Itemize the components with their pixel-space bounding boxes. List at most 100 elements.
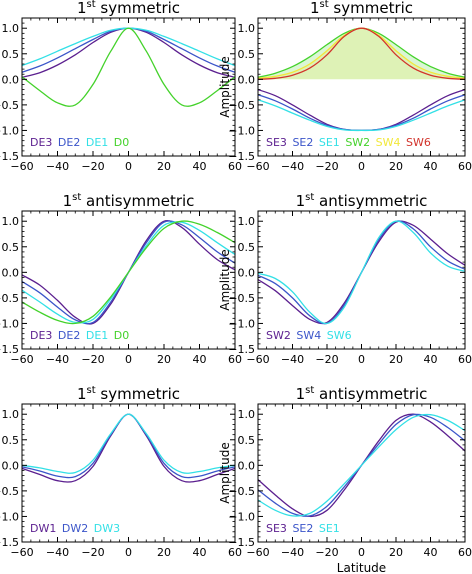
x-tick-label: 20 — [389, 353, 403, 366]
legend-entry-dw3: DW3 — [88, 522, 120, 535]
series-line-sw6 — [257, 27, 466, 80]
y-tick-label: −1.5 — [228, 536, 255, 549]
x-tick-label: 0 — [358, 353, 365, 366]
x-tick-label: 40 — [424, 160, 438, 173]
x-tick-label: −40 — [46, 353, 69, 366]
y-tick-label: 0.5 — [2, 48, 20, 61]
legend-entry-sw2: SW2 — [266, 329, 291, 342]
legend-entry-se3: SE3 — [266, 522, 287, 535]
y-tick-label: −0.5 — [0, 292, 19, 305]
legend-entry-de2: DE2 — [52, 136, 80, 149]
x-tick-label: 60 — [458, 546, 472, 559]
y-tick-label: −1.5 — [0, 536, 19, 549]
y-tick-label: −0.5 — [228, 99, 255, 112]
series-fill-sw2 — [258, 28, 465, 80]
y-tick-label: −1.5 — [228, 343, 255, 356]
series-fill-sw4 — [258, 28, 465, 80]
x-tick-label: 40 — [193, 160, 207, 173]
y-tick-label: 0.5 — [238, 48, 256, 61]
legend: SE3 SE2 SE1 — [266, 522, 340, 535]
x-tick-label: 0 — [125, 546, 132, 559]
x-tick-label: 0 — [358, 160, 365, 173]
legend: DE3 DE2 DE1 D0 — [30, 329, 129, 342]
y-tick-label: 1.0 — [238, 22, 256, 35]
x-tick-label: −40 — [46, 160, 69, 173]
panel-title: 1st antisymmetric — [296, 192, 428, 210]
y-tick-label: 1.0 — [2, 408, 20, 421]
y-tick-label: 1.0 — [238, 408, 256, 421]
legend-entry-se1: SE1 — [313, 136, 339, 149]
x-tick-label: −40 — [281, 546, 304, 559]
chart-panel-2: −60 −40 −20 0 20 40 60−1.5−1.0−0.50.00.51.0Amp… — [218, 0, 472, 173]
y-tick-label: 0.5 — [2, 241, 20, 254]
x-tick-label: −60 — [246, 353, 269, 366]
y-axis-label: Amplitude — [218, 442, 232, 504]
y-tick-label: −1.0 — [228, 317, 255, 330]
x-tick-label: 40 — [424, 546, 438, 559]
x-tick-label: −60 — [246, 160, 269, 173]
legend: DE3 DE2 DE1 D0 — [30, 136, 129, 149]
legend-entry-se3: SE3 — [266, 136, 287, 149]
series-line-de2 — [21, 27, 236, 73]
y-tick-label: −1.0 — [228, 510, 255, 523]
y-tick-label: 0.5 — [238, 241, 256, 254]
x-tick-label: 0 — [125, 160, 132, 173]
y-tick-label: 1.0 — [2, 215, 20, 228]
x-tick-label: −60 — [10, 160, 33, 173]
y-tick-label: 0.0 — [2, 266, 20, 279]
chart-panel-3: −60 −40 −20 0 20 40 60 −1.5 −1.0 −0.5 0.0 0.5 1.0 Amp… — [0, 192, 242, 366]
x-tick-label: 60 — [458, 353, 472, 366]
x-tick-label: 40 — [424, 353, 438, 366]
legend-entry-d0: D0 — [108, 329, 129, 342]
legend-entry-de3: DE3 — [30, 329, 52, 342]
y-tick-label: −1.5 — [0, 150, 19, 163]
legend-entry-sw4: SW4 — [291, 329, 321, 342]
legend-entry-d0: D0 — [108, 136, 129, 149]
legend-entry-se2: SE2 — [287, 522, 313, 535]
series-line-sw6 — [257, 220, 466, 325]
series-line-se1 — [257, 99, 466, 132]
x-tick-label: 60 — [228, 546, 242, 559]
y-tick-label: −0.5 — [0, 485, 19, 498]
x-tick-label: 60 — [228, 353, 242, 366]
x-axis-label: Latitude — [337, 561, 386, 574]
x-tick-label: −20 — [81, 546, 104, 559]
panel-title: 1st symmetric — [77, 0, 180, 17]
series-line-dw1 — [21, 413, 236, 483]
x-tick-label: −60 — [10, 353, 33, 366]
y-tick-label: 0.0 — [238, 73, 256, 86]
x-tick-label: 20 — [389, 546, 403, 559]
y-tick-label: −1.0 — [0, 124, 19, 137]
y-tick-label: −0.5 — [0, 99, 19, 112]
series-line-dw2 — [21, 413, 236, 479]
x-tick-label: −40 — [281, 160, 304, 173]
panel-title: 1st symmetric — [310, 0, 413, 17]
series-line-se3 — [257, 88, 466, 132]
y-tick-label: 0.5 — [238, 434, 256, 447]
legend: SW2 SW4 SW6 — [266, 329, 352, 342]
x-tick-label: −20 — [81, 160, 104, 173]
legend-entry-de1: DE1 — [80, 136, 108, 149]
y-tick-label: −1.5 — [228, 150, 255, 163]
x-tick-label: 20 — [157, 353, 171, 366]
x-tick-label: 20 — [389, 160, 403, 173]
series-line-d0 — [21, 220, 236, 325]
y-tick-label: −1.0 — [0, 317, 19, 330]
y-tick-label: 0.0 — [2, 73, 20, 86]
y-tick-label: 0.0 — [238, 266, 256, 279]
y-tick-label: 1.0 — [2, 22, 20, 35]
x-tick-label: −20 — [315, 353, 338, 366]
series-line-dw3 — [21, 413, 236, 474]
x-tick-label: −60 — [10, 546, 33, 559]
series-line-d0 — [21, 27, 236, 107]
y-tick-label: −0.5 — [228, 292, 255, 305]
y-axis-label: Amplitude — [218, 56, 232, 118]
y-axis-label: Amplitude — [218, 249, 232, 311]
x-tick-label: 60 — [458, 160, 472, 173]
panel-title: 1st antisymmetric — [296, 385, 428, 403]
series-line-se1 — [257, 413, 466, 517]
chart-panel-4: −60 −40 −20 0 20 40 60−1.5−1.0−0.50.00.51.0Amp… — [218, 192, 472, 366]
series-line-se2 — [257, 94, 466, 132]
x-tick-label: −20 — [315, 160, 338, 173]
